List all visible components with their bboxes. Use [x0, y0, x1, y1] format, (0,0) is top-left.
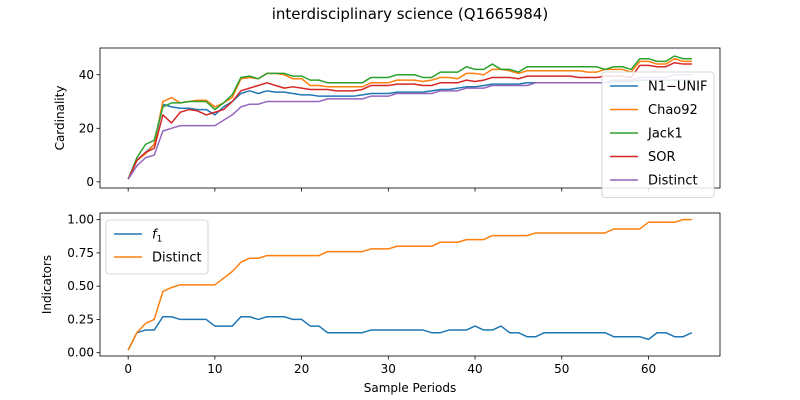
x-tick-label: 30 [381, 362, 396, 376]
x-tick-label: 60 [641, 362, 656, 376]
x-tick-label: 10 [207, 362, 222, 376]
x-tick-label: 0 [124, 362, 132, 376]
figure-title: interdisciplinary science (Q1665984) [272, 5, 549, 23]
legend-box [105, 219, 209, 275]
series-line-1-3 [127, 55, 692, 180]
y-axis-label: Cardinality [53, 86, 67, 151]
series-line-2-2 [127, 218, 692, 351]
legend-label: Distinct [152, 251, 202, 266]
legend-label: SOR [648, 150, 676, 165]
y-tick-label: 0.50 [67, 279, 94, 293]
legend-label: N1−UNIF [648, 80, 707, 95]
legend-label: Distinct [648, 174, 698, 189]
x-axis-label: Sample Periods [364, 381, 456, 395]
series-line-2-1 [127, 316, 693, 351]
y-tick-label: 1.00 [67, 213, 94, 227]
axes-frame [99, 212, 721, 357]
x-tick-label: 20 [294, 362, 309, 376]
legend-label: Jack1 [647, 127, 683, 142]
y-tick-label: 0.75 [67, 246, 94, 260]
axes-frame [99, 47, 721, 189]
y-tick-label: 40 [79, 68, 94, 82]
legend-label: Chao92 [648, 103, 698, 118]
y-tick-label: 0.00 [67, 346, 94, 360]
y-tick-label: 0.25 [67, 312, 94, 326]
plot-panels: 0 20 40 Cardinality N1−UNIF Chao92 Jack1 SOR Dis… [40, 47, 721, 395]
panel-2: 0.00 0.25 0.50 0.75 1.00 0 10 20 30 40 50 60 Indicat… [40, 212, 721, 395]
x-tick-label: 50 [554, 362, 569, 376]
y-tick-label: 0 [86, 175, 94, 189]
y-axis-label: Indicators [40, 255, 54, 314]
legend: f1 Distinct [105, 219, 209, 275]
x-tick-label: 40 [467, 362, 482, 376]
legend: N1−UNIF Chao92 Jack1 SOR Distinct [601, 71, 715, 198]
series-line-1-5 [127, 74, 692, 180]
panel-1: 0 20 40 Cardinality N1−UNIF Chao92 Jack1 SOR Dis… [53, 47, 721, 198]
legend-label: f1 [152, 228, 162, 245]
legend-box [601, 71, 715, 198]
series-line-1-4 [127, 61, 692, 180]
y-tick-label: 20 [79, 121, 94, 135]
